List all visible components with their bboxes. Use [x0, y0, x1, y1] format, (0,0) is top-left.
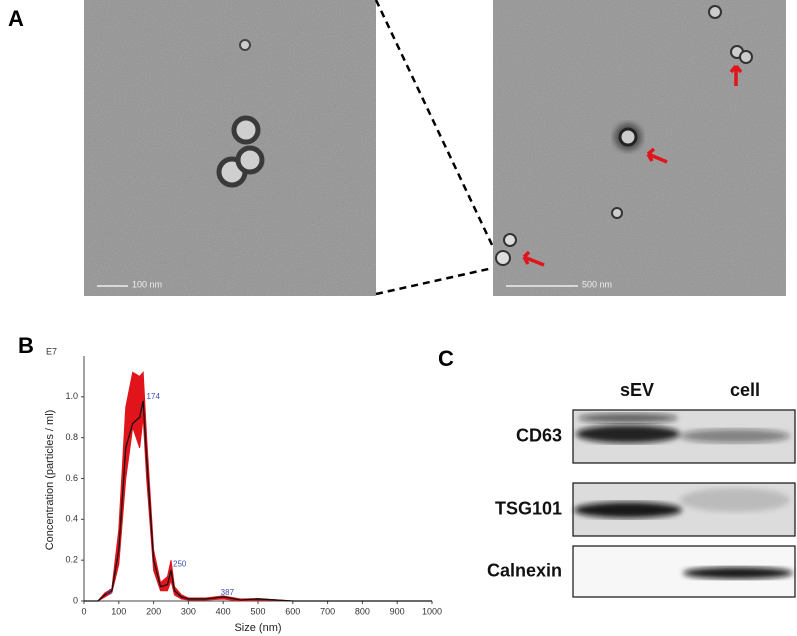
blot-band — [576, 425, 680, 443]
scale-bar-label: 500 nm — [582, 279, 612, 289]
x-tick-label: 100 — [111, 606, 126, 616]
tem-image-left: 100 nm — [84, 0, 376, 296]
error-band — [84, 371, 432, 602]
blot-band — [574, 502, 682, 518]
y-tick-label: 0.4 — [65, 514, 78, 524]
zoom-line — [375, 266, 494, 296]
blot-band — [578, 413, 678, 423]
x-tick-label: 600 — [285, 606, 300, 616]
blot-band — [680, 429, 790, 443]
y-tick-label: 0.2 — [65, 555, 78, 565]
peak-label: 387 — [221, 588, 235, 597]
mean-line — [84, 400, 432, 602]
exponent-label: E7 — [46, 346, 57, 356]
zoom-line — [374, 0, 495, 248]
panel-label: A — [8, 6, 24, 31]
x-tick-label: 500 — [250, 606, 265, 616]
scale-bar-label: 100 nm — [132, 279, 162, 289]
peak-label: 4 — [107, 588, 112, 597]
y-tick-label: 0.6 — [65, 473, 78, 483]
column-label: sEV — [620, 380, 654, 400]
blot-band — [683, 567, 793, 579]
blot-band — [680, 488, 790, 512]
x-tick-label: 800 — [355, 606, 370, 616]
x-tick-label: 900 — [390, 606, 405, 616]
western-blot: sEV cell CD63 TSG101 Calnexin — [487, 380, 796, 598]
column-label: cell — [730, 380, 760, 400]
x-tick-label: 700 — [320, 606, 335, 616]
x-tick-label: 0 — [81, 606, 86, 616]
x-tick-label: 1000 — [422, 606, 442, 616]
row-label: TSG101 — [495, 498, 562, 518]
y-axis-label: Concentration (particles / ml) — [44, 410, 56, 551]
x-tick-label: 200 — [146, 606, 161, 616]
peak-label: 174 — [147, 392, 161, 401]
peak-label: 250 — [173, 559, 187, 568]
tem-image-right: 500 nm — [493, 0, 786, 296]
y-tick-label: 0 — [73, 595, 78, 605]
row-label: Calnexin — [487, 560, 562, 580]
nta-chart: 0 100 200 300 400 500 600 700 800 900 1000 0 0.2 0.4 0… — [65, 356, 442, 616]
panel-label: C — [438, 346, 454, 371]
x-axis-label: Size (nm) — [234, 622, 281, 634]
x-tick-label: 300 — [181, 606, 196, 616]
y-tick-label: 1.0 — [65, 391, 78, 401]
y-tick-label: 0.8 — [65, 432, 78, 442]
row-label: CD63 — [516, 425, 562, 445]
x-tick-label: 400 — [216, 606, 231, 616]
panel-label: B — [18, 333, 34, 358]
